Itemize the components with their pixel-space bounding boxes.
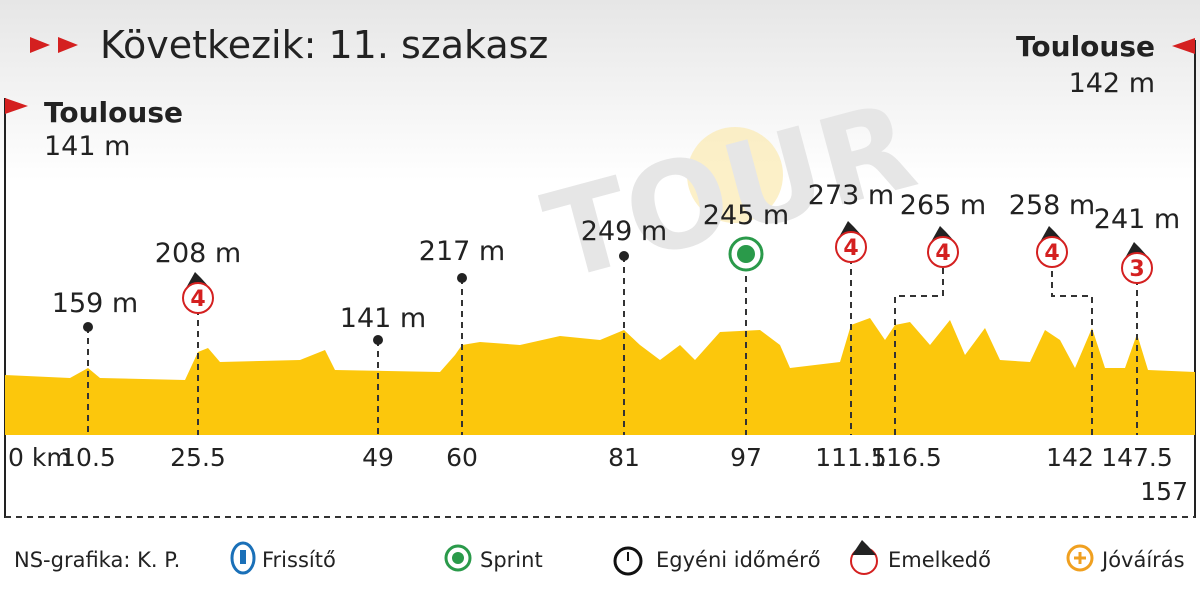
climb-category: 4 xyxy=(843,236,858,261)
legend-item: Jóváírás xyxy=(1100,548,1185,572)
climb-badge xyxy=(927,236,959,268)
climb-badge xyxy=(835,231,867,263)
km-label: 116.5 xyxy=(870,443,942,472)
legend-item: Emelkedő xyxy=(888,548,991,572)
icon xyxy=(240,550,246,564)
icon xyxy=(452,552,464,564)
km-label: 142 xyxy=(1046,443,1094,472)
start-flag xyxy=(5,98,28,114)
start-elevation: 141 m xyxy=(44,131,130,162)
climb-category: 4 xyxy=(935,241,950,266)
elevation-label: 241 m xyxy=(1094,204,1180,235)
icon xyxy=(852,540,876,555)
elevation-label: 141 m xyxy=(340,303,426,334)
logo-sun xyxy=(687,127,783,223)
icon xyxy=(1074,552,1086,564)
start-name: Toulouse xyxy=(44,96,183,129)
finish-elevation: 142 m xyxy=(1069,68,1155,99)
finish-name: Toulouse xyxy=(1016,30,1155,63)
km-label: 81 xyxy=(608,443,640,472)
climb-category: 4 xyxy=(1044,241,1059,266)
finish-flag xyxy=(1172,38,1195,54)
km-label: 97 xyxy=(730,443,762,472)
climb-category: 3 xyxy=(1129,257,1144,282)
km-label: 157 xyxy=(1140,477,1188,506)
marker-dot xyxy=(457,273,467,283)
km-label: 25.5 xyxy=(170,443,226,472)
marker-dot xyxy=(619,251,629,261)
profile-area xyxy=(5,318,1195,435)
km-label: 0 km xyxy=(8,443,71,472)
points: 159 m 10.5 4 208 m 25.5 141 m 49 217 m 60 249 m 81… xyxy=(52,180,1180,472)
climb-badge xyxy=(1036,236,1068,268)
elevation-label: 245 m xyxy=(703,200,789,231)
icon xyxy=(230,541,256,575)
icon xyxy=(1066,544,1094,572)
elevation-label: 249 m xyxy=(581,216,667,247)
km-label: 10.5 xyxy=(60,443,116,472)
km-label: 49 xyxy=(362,443,394,472)
connector xyxy=(894,267,944,435)
icon xyxy=(444,544,472,572)
elevation-label: 273 m xyxy=(808,180,894,211)
background xyxy=(0,0,1200,180)
legend: Frissítő Sprint Egyéni időmérő Emelkedő … xyxy=(230,540,1185,576)
icon xyxy=(613,546,643,576)
elevation-label: 258 m xyxy=(1009,190,1095,221)
elevation-label: 217 m xyxy=(419,236,505,267)
km-label: 111.5 xyxy=(815,443,887,472)
legend-item: Sprint xyxy=(480,548,543,572)
climb-category: 4 xyxy=(190,287,205,312)
km-label: 60 xyxy=(446,443,478,472)
climb-badge xyxy=(1121,252,1153,284)
elevation-label: 208 m xyxy=(155,238,241,269)
legend-item: Frissítő xyxy=(262,548,336,572)
legend-item: Egyéni időmérő xyxy=(656,548,821,572)
km-label: 147.5 xyxy=(1101,443,1173,472)
arrow xyxy=(30,37,50,53)
arrow xyxy=(58,37,78,53)
sprint-core xyxy=(737,245,755,263)
title: Következik: 11. szakasz xyxy=(100,23,548,67)
marker-dot xyxy=(373,335,383,345)
marker-dot xyxy=(83,322,93,332)
elevation-label: 159 m xyxy=(52,288,138,319)
credit: NS-grafika: K. P. xyxy=(14,548,180,572)
climb-badge xyxy=(182,282,214,314)
connector xyxy=(1051,267,1093,435)
elevation-label: 265 m xyxy=(900,190,986,221)
